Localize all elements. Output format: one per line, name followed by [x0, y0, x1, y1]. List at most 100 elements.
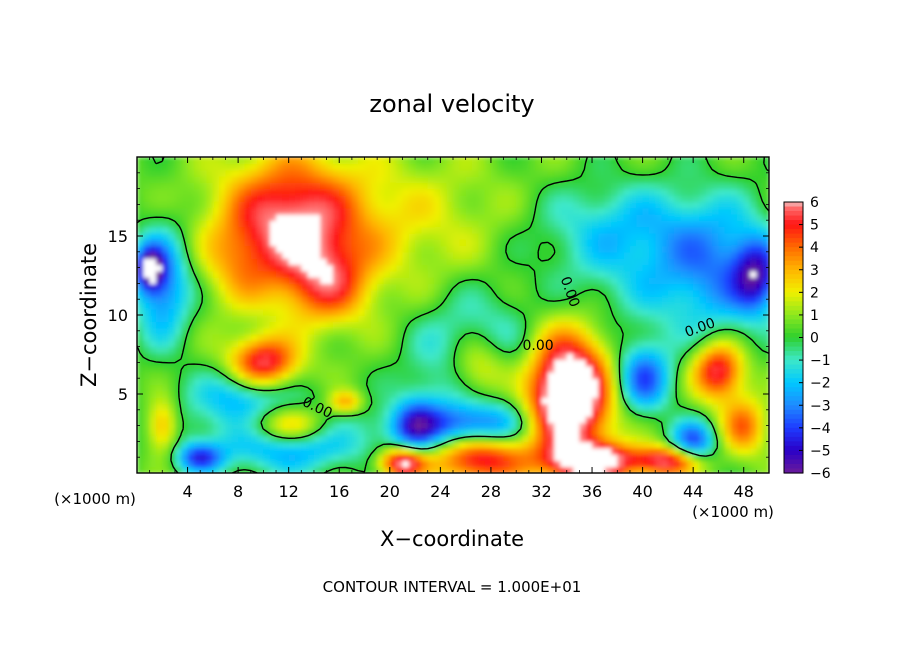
heatmap-cell: [332, 270, 340, 278]
heatmap-cell: [269, 175, 277, 183]
heatmap-cell: [648, 182, 656, 190]
heatmap-cell: [705, 422, 713, 430]
heatmap-cell: [699, 245, 707, 253]
heatmap-cell: [547, 289, 555, 297]
heatmap-cell: [579, 264, 587, 272]
heatmap-cell: [699, 346, 707, 354]
heatmap-cell: [345, 283, 353, 291]
heatmap-cell: [686, 352, 694, 360]
heatmap-cell: [434, 264, 442, 272]
heatmap-cell: [648, 435, 656, 443]
heatmap-cell: [699, 378, 707, 386]
heatmap-cell: [377, 346, 385, 354]
heatmap-cell: [396, 182, 404, 190]
heatmap-cell: [187, 289, 195, 297]
heatmap-cell: [503, 201, 511, 209]
heatmap-cell: [225, 163, 233, 171]
heatmap-cell: [541, 397, 549, 405]
heatmap-cell: [661, 403, 669, 411]
heatmap-cell: [503, 296, 511, 304]
heatmap-cell: [415, 302, 423, 310]
heatmap-cell: [143, 239, 151, 247]
heatmap-cell: [326, 422, 334, 430]
heatmap-cell: [737, 340, 745, 348]
heatmap-cell: [187, 403, 195, 411]
heatmap-cell: [339, 315, 347, 323]
heatmap-cell: [408, 270, 416, 278]
heatmap-cell: [440, 466, 448, 473]
heatmap-cell: [421, 296, 429, 304]
heatmap-cell: [181, 378, 189, 386]
heatmap-cell: [345, 365, 353, 373]
heatmap-cell: [503, 346, 511, 354]
heatmap-cell: [465, 194, 473, 202]
heatmap-cell: [421, 371, 429, 379]
heatmap-cell: [415, 308, 423, 316]
heatmap-cell: [143, 169, 151, 177]
heatmap-cell: [320, 409, 328, 417]
heatmap-cell: [307, 352, 315, 360]
heatmap-cell: [731, 270, 739, 278]
heatmap-cell: [168, 390, 176, 398]
heatmap-cell: [648, 346, 656, 354]
heatmap-cell: [137, 207, 145, 215]
heatmap-cell: [478, 270, 486, 278]
heatmap-cell: [326, 188, 334, 196]
heatmap-cell: [219, 346, 227, 354]
heatmap-cell: [579, 258, 587, 266]
heatmap-cell: [661, 226, 669, 234]
heatmap-cell: [636, 359, 644, 367]
heatmap-cell: [566, 321, 574, 329]
heatmap-cell: [592, 213, 600, 221]
heatmap-cell: [750, 416, 758, 424]
heatmap-cell: [383, 352, 391, 360]
heatmap-cell: [490, 296, 498, 304]
heatmap-cell: [490, 283, 498, 291]
heatmap-cell: [737, 163, 745, 171]
heatmap-cell: [699, 460, 707, 468]
heatmap-cell: [661, 232, 669, 240]
heatmap-cell: [370, 435, 378, 443]
heatmap-cell: [585, 466, 593, 473]
heatmap-cell: [377, 175, 385, 183]
heatmap-cell: [212, 232, 220, 240]
heatmap-cell: [187, 283, 195, 291]
heatmap-cell: [642, 251, 650, 259]
heatmap-cell: [731, 333, 739, 341]
heatmap-cell: [421, 397, 429, 405]
heatmap-cell: [225, 409, 233, 417]
heatmap-cell: [478, 447, 486, 455]
heatmap-cell: [231, 397, 239, 405]
heatmap-cell: [282, 466, 290, 473]
heatmap-cell: [269, 308, 277, 316]
heatmap-cell: [737, 441, 745, 449]
heatmap-cell: [307, 397, 315, 405]
heatmap-cell: [263, 264, 271, 272]
heatmap-cell: [421, 226, 429, 234]
heatmap-cell: [623, 213, 631, 221]
heatmap-cell: [181, 226, 189, 234]
heatmap-cell: [320, 264, 328, 272]
heatmap-cell: [623, 460, 631, 468]
heatmap-cell: [137, 226, 145, 234]
heatmap-cell: [623, 277, 631, 285]
heatmap-cell: [415, 454, 423, 462]
heatmap-cell: [453, 239, 461, 247]
heatmap-cell: [408, 397, 416, 405]
heatmap-cell: [219, 157, 227, 165]
heatmap-cell: [503, 169, 511, 177]
heatmap-cell: [636, 422, 644, 430]
heatmap-cell: [332, 327, 340, 335]
heatmap-cell: [181, 371, 189, 379]
heatmap-cell: [288, 352, 296, 360]
heatmap-cell: [174, 296, 182, 304]
heatmap-cell: [377, 359, 385, 367]
heatmap-cell: [351, 454, 359, 462]
heatmap-cell: [743, 416, 751, 424]
heatmap-cell: [598, 296, 606, 304]
heatmap-cell: [244, 340, 252, 348]
heatmap-cell: [611, 409, 619, 417]
heatmap-cell: [705, 289, 713, 297]
heatmap-cell: [750, 207, 758, 215]
heatmap-cell: [604, 454, 612, 462]
